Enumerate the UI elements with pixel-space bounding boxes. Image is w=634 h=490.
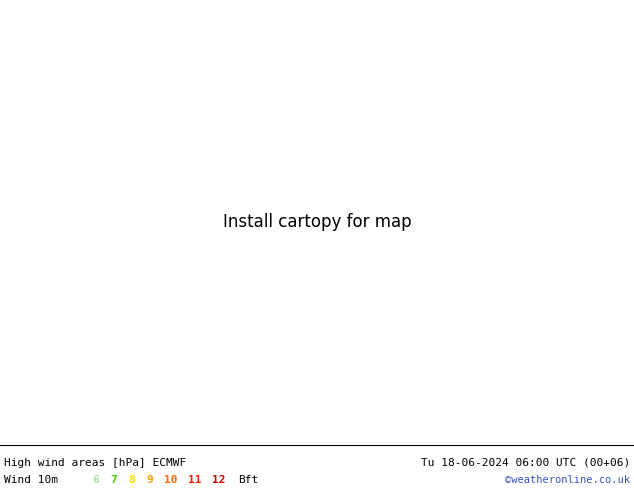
Text: 7: 7 [110, 475, 117, 485]
Text: Wind 10m: Wind 10m [4, 475, 58, 485]
Text: 9: 9 [146, 475, 153, 485]
Text: 6: 6 [92, 475, 99, 485]
Text: Install cartopy for map: Install cartopy for map [223, 214, 411, 231]
Text: 10: 10 [164, 475, 178, 485]
Text: 11: 11 [188, 475, 202, 485]
Text: Bft: Bft [238, 475, 258, 485]
Text: 8: 8 [128, 475, 135, 485]
Text: High wind areas [hPa] ECMWF: High wind areas [hPa] ECMWF [4, 458, 186, 467]
Text: ©weatheronline.co.uk: ©weatheronline.co.uk [505, 475, 630, 485]
Text: Tu 18-06-2024 06:00 UTC (00+06): Tu 18-06-2024 06:00 UTC (00+06) [421, 458, 630, 467]
Text: 12: 12 [212, 475, 226, 485]
